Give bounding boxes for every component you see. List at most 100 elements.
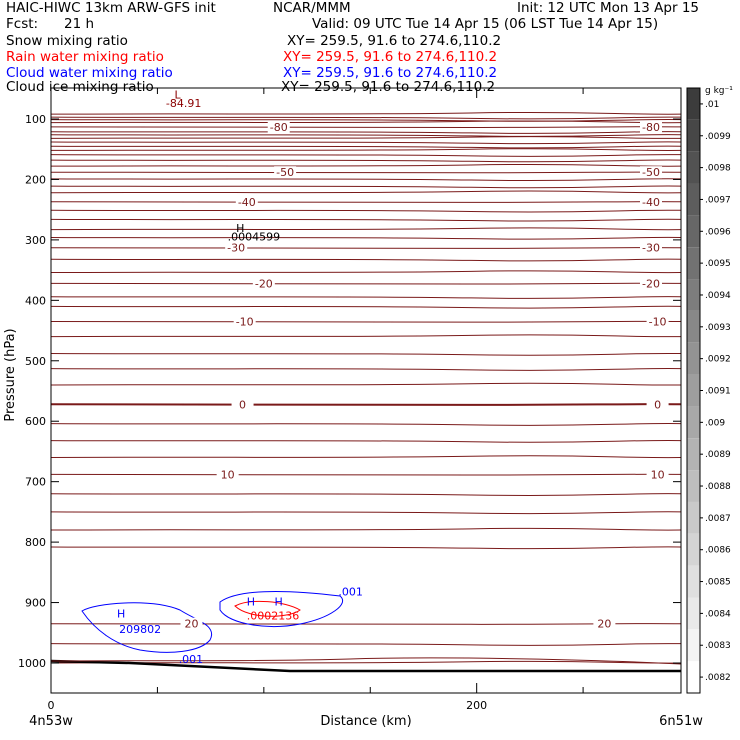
- contour-label-bg: [646, 398, 669, 411]
- colorbar-label: .0082: [705, 673, 731, 683]
- contour-label-bg: [252, 277, 275, 290]
- temperature-contour: [50, 145, 682, 149]
- annotation-label: 209802: [119, 623, 161, 636]
- colorbar-swatch: [687, 279, 700, 311]
- temperature-contour: [50, 368, 682, 371]
- temperature-contour-line: [50, 171, 682, 174]
- x-left-location: 4n53w: [29, 714, 73, 729]
- field-xy-cloud-water: XY= 259.5, 91.6 to 274.6,110.2: [283, 65, 498, 81]
- y-tick-label: 600: [25, 415, 46, 428]
- temperature-contour: [50, 296, 682, 299]
- contour-label-bg: [640, 195, 662, 208]
- temperature-contour: [50, 382, 682, 386]
- valid-time: Valid: 09 UTC Tue 14 Apr 15 (06 LST Tue …: [312, 16, 659, 32]
- colorbar-label: .0087: [705, 514, 731, 524]
- colorbar-label: .0091: [705, 387, 731, 397]
- colorbar-label: .0088: [705, 482, 731, 492]
- y-tick-label: 200: [25, 173, 46, 186]
- contour-label: -80: [642, 121, 660, 134]
- contour-label: 0: [239, 398, 246, 411]
- annotation-label: H: [117, 608, 125, 621]
- colorbar-swatch: [687, 215, 700, 248]
- temperature-contour: [50, 643, 682, 646]
- fcst-value: 21 h: [64, 16, 95, 32]
- temperature-contour: [50, 209, 682, 213]
- colorbar-label: .009: [705, 418, 725, 428]
- contour-label: -20: [255, 277, 273, 290]
- contour-label-bg: [593, 617, 616, 630]
- annotation-label: H: [236, 222, 244, 235]
- colorbar-swatch: [687, 533, 700, 566]
- contour-label-bg: [640, 241, 662, 254]
- rain-water-contour: [234, 600, 301, 617]
- temperature-contour: [50, 493, 682, 497]
- contour-label: -10: [649, 315, 667, 328]
- y-tick-label: 900: [25, 597, 46, 610]
- colorbar-swatch: [687, 629, 700, 662]
- temperature-contour-line: [50, 282, 682, 285]
- temperature-contour: [50, 119, 682, 122]
- y-tick-label: 100: [25, 113, 46, 126]
- temperature-contour: [50, 190, 682, 194]
- fcst-label: Fcst:: [6, 16, 39, 32]
- annotation-label: L: [174, 88, 181, 101]
- field-name-cloud-ice: Cloud ice mixing ratio: [6, 79, 154, 95]
- temperature-contour-line: [50, 320, 682, 323]
- contour-label: 10: [221, 468, 235, 481]
- contour-label-bg: [233, 315, 256, 328]
- temperature-contour: [50, 159, 682, 163]
- colorbar-swatch: [687, 247, 700, 280]
- y-tick-label: 800: [25, 536, 46, 549]
- contour-label: 10: [651, 468, 665, 481]
- colorbar-label: .0099: [705, 132, 731, 142]
- colorbar-swatch: [687, 597, 700, 630]
- colorbar-swatch: [687, 374, 700, 407]
- temperature-contour: [50, 527, 682, 531]
- colorbar-label: .0092: [705, 355, 731, 365]
- contour-label: -50: [276, 166, 294, 179]
- temperature-contour: [50, 134, 682, 137]
- colorbar-label: .0084: [705, 609, 731, 619]
- colorbar-swatch: [687, 183, 700, 216]
- terrain-line: [50, 659, 681, 673]
- temperature-contour: [50, 227, 682, 231]
- temperature-contour: [50, 111, 682, 115]
- y-tick-label: 500: [25, 355, 46, 368]
- colorbar-label: .01: [705, 100, 719, 110]
- colorbar-label: .0094: [705, 291, 731, 301]
- contour-label-bg: [267, 120, 290, 133]
- colorbar-label: .0083: [705, 641, 731, 651]
- colorbar-label: .0086: [705, 546, 731, 556]
- contour-label-bg: [640, 120, 662, 133]
- y-tick-label: 700: [25, 476, 46, 489]
- cloud-water-contour: [219, 590, 343, 627]
- colorbar-frame: [686, 87, 701, 694]
- temperature-contour: [50, 511, 682, 515]
- colorbar-swatch: [687, 310, 700, 343]
- colorbar-label: .0096: [705, 227, 731, 237]
- temperature-contour: [50, 218, 682, 222]
- contour-label: -20: [642, 277, 660, 290]
- colorbar-label: .0085: [705, 578, 731, 588]
- colorbar-label: .0093: [705, 323, 731, 333]
- annotation-label: .001: [338, 585, 363, 598]
- x-tick-label: 200: [466, 699, 487, 712]
- temperature-contour-line: [50, 126, 682, 128]
- temperature-contour: [50, 185, 682, 189]
- colorbar-label: .0098: [705, 164, 731, 174]
- temperature-contour: [50, 178, 682, 182]
- temperature-contour: [50, 305, 682, 309]
- org-label: NCAR/MMM: [273, 0, 351, 16]
- temperature-contour: [50, 154, 682, 157]
- annotation-label: .001: [179, 653, 204, 666]
- annotation-label: H: [247, 596, 255, 609]
- y-tick-label: 1000: [18, 657, 46, 670]
- field-name-snow: Snow mixing ratio: [6, 33, 128, 49]
- colorbar-swatch: [687, 565, 700, 598]
- contour-label: -40: [642, 196, 660, 209]
- colorbar-swatch: [687, 119, 700, 152]
- contour-label-bg: [180, 617, 203, 630]
- field-name-cloud-water: Cloud water mixing ratio: [6, 65, 173, 81]
- contour-label: 0: [654, 398, 661, 411]
- annotation-label: -84.91: [166, 97, 201, 110]
